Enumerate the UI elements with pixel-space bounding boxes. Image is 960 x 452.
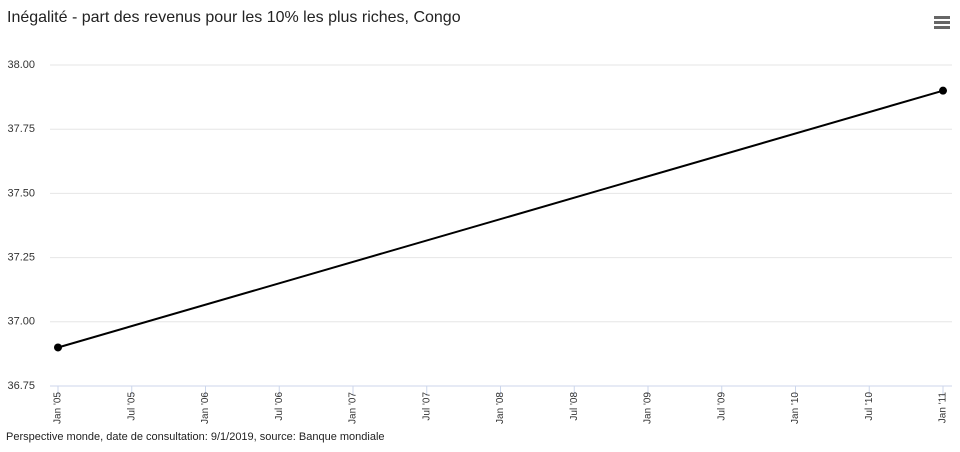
series-line: [57, 89, 944, 349]
x-tick-label: Jul '10: [864, 392, 875, 421]
x-tick-label: Jul '07: [421, 392, 432, 421]
y-tick-label: 37.75: [7, 123, 35, 135]
x-tick-label: Jan '06: [200, 392, 211, 424]
y-tick-label: 37.00: [7, 316, 35, 328]
menu-bar: [934, 16, 950, 19]
y-tick-label: 37.25: [7, 252, 35, 264]
menu-button[interactable]: [930, 12, 952, 32]
x-tick-label: Jul '09: [716, 392, 727, 421]
menu-bar: [934, 26, 950, 29]
y-tick-label: 36.75: [7, 380, 35, 392]
menu-bar: [934, 21, 950, 24]
x-tick-label: Jul '08: [569, 392, 580, 421]
chart-title: Inégalité - part des revenus pour les 10…: [7, 9, 461, 26]
y-tick-label: 37.50: [7, 187, 35, 199]
footer: Perspective monde, date de consultation:…: [6, 431, 385, 443]
x-tick-label: Jan '08: [495, 392, 506, 424]
point: [54, 343, 62, 352]
y-tick-label: 38.00: [7, 59, 35, 71]
x-tick-label: Jan '10: [790, 392, 801, 424]
x-tick-label: Jan '11: [938, 392, 949, 424]
point: [939, 86, 947, 95]
x-tick-label: Jan '09: [643, 392, 654, 424]
x-tick-label: Jan '05: [53, 392, 64, 424]
x-tick-label: Jan '07: [348, 392, 359, 424]
x-tick-label: Jul '06: [274, 392, 285, 421]
x-tick-label: Jul '05: [126, 392, 137, 421]
